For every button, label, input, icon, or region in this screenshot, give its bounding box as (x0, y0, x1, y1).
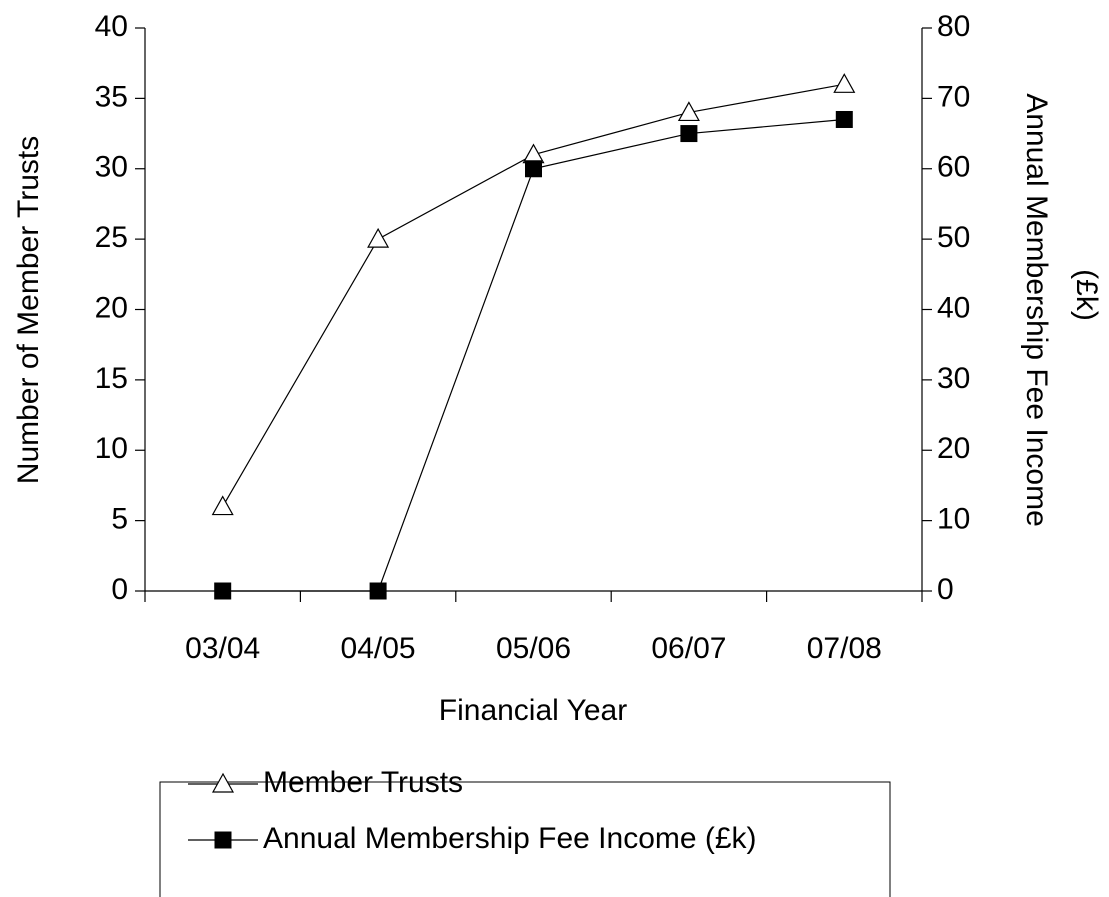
series-marker (525, 160, 542, 178)
y-tick-label: 20 (95, 291, 128, 324)
x-tick-label: 05/06 (496, 632, 571, 665)
y2-axis-label: Annual Membership Fee Income (1020, 93, 1053, 527)
y2-axis-label: (£k) (1070, 269, 1103, 321)
x-tick-label: 04/05 (341, 632, 416, 665)
x-axis-label: Financial Year (439, 694, 627, 727)
series-marker (833, 73, 856, 93)
y2-tick-label: 60 (937, 151, 970, 184)
y2-tick-label: 50 (937, 221, 970, 254)
series-marker (367, 227, 390, 248)
x-tick-label: 07/08 (807, 632, 882, 665)
y2-tick-label: 0 (937, 573, 954, 606)
series-marker (680, 125, 698, 143)
y2-tick-label: 20 (937, 432, 970, 465)
y-tick-label: 15 (95, 362, 128, 395)
y-tick-label: 30 (95, 151, 128, 184)
y2-tick-label: 80 (937, 10, 970, 43)
y2-tick-label: 70 (937, 80, 970, 113)
legend-marker (211, 772, 235, 793)
y2-tick-label: 30 (937, 362, 970, 395)
series-line (222, 118, 845, 592)
y-tick-label: 25 (95, 221, 128, 254)
y-axis-label: Number of Member Trusts (12, 136, 45, 484)
series-marker (522, 143, 545, 164)
y-tick-label: 35 (95, 80, 128, 113)
x-tick-label: 06/07 (651, 632, 726, 665)
y2-tick-label: 10 (937, 503, 970, 536)
legend-label: Annual Membership Fee Income (£k) (263, 822, 757, 855)
legend-label: Member Trusts (263, 766, 463, 799)
y-tick-label: 40 (95, 10, 128, 43)
legend-box (159, 781, 891, 897)
y-tick-label: 10 (95, 432, 128, 465)
y-tick-label: 5 (111, 503, 128, 536)
y-tick-label: 0 (111, 573, 128, 606)
series-marker (677, 101, 700, 122)
series-marker (211, 495, 234, 516)
legend-marker (214, 831, 232, 849)
x-tick-label: 03/04 (185, 632, 260, 665)
series-marker (835, 110, 853, 128)
y2-tick-label: 40 (937, 291, 970, 324)
series-marker (214, 582, 232, 600)
series-marker (369, 582, 387, 600)
